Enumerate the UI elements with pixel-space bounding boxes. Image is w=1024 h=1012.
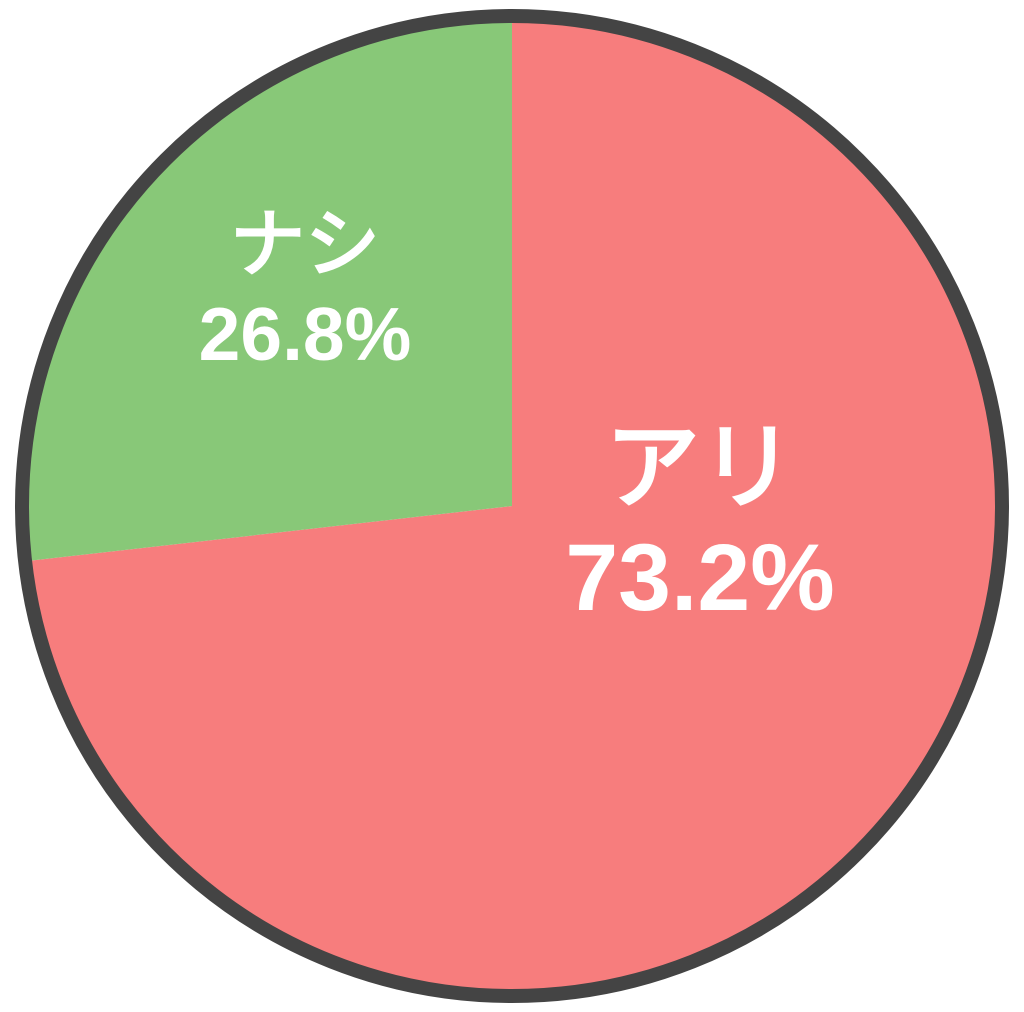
slice-percent-0: 73.2% (565, 525, 834, 631)
pie-chart: アリ73.2% ナシ26.8% (0, 0, 1024, 1012)
pie-slice-1 (22, 16, 512, 561)
slice-label-0: アリ (605, 415, 795, 521)
slice-label-1: ナシ (230, 202, 380, 286)
slice-percent-1: 26.8% (199, 292, 412, 376)
pie-chart-svg: アリ73.2% ナシ26.8% (0, 0, 1024, 1012)
